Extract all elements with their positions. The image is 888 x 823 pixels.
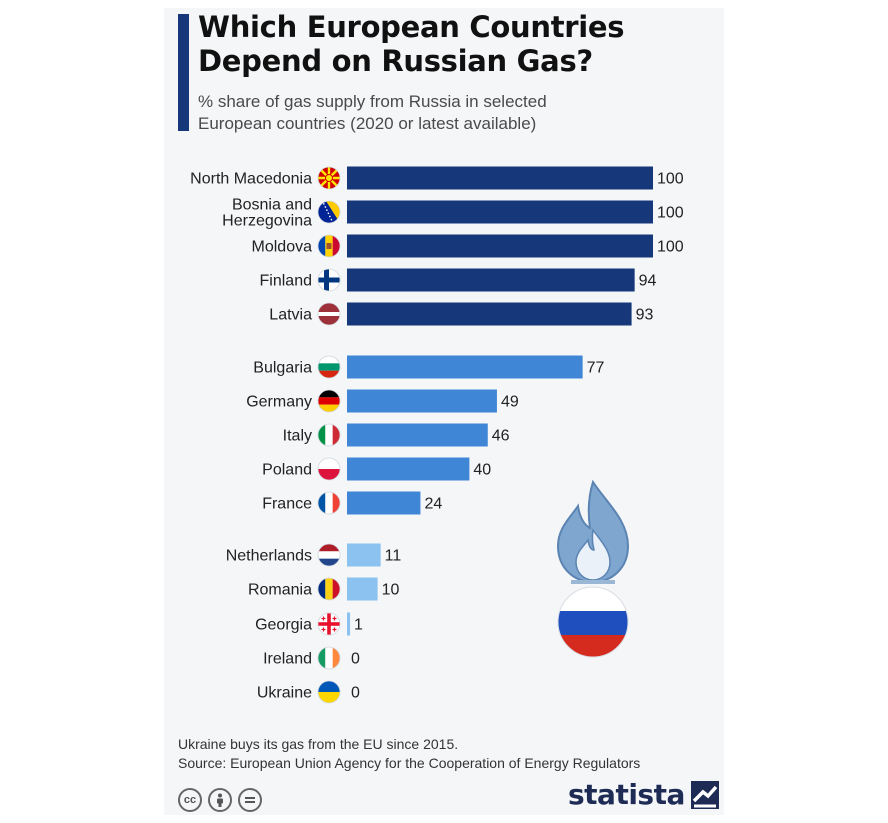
value-label: 77 (587, 360, 605, 377)
georgia-flag-icon (317, 612, 341, 636)
value-label: 24 (424, 496, 442, 513)
latvia-flag-icon (317, 302, 341, 326)
bar (347, 200, 653, 224)
brand-name: statista (568, 778, 685, 811)
bar (347, 491, 421, 515)
source-note: Source: European Union Agency for the Co… (178, 755, 641, 771)
bar (347, 234, 653, 258)
title-line-1: Which European Countries (198, 10, 625, 44)
value-label: 100 (657, 239, 684, 256)
category-label: Moldova (252, 239, 313, 256)
no-derivatives-icon[interactable] (238, 788, 262, 812)
title-line-2: Depend on Russian Gas? (198, 44, 593, 78)
bar (347, 268, 635, 292)
category-label: Ukraine (257, 685, 312, 702)
value-label: 1 (354, 617, 363, 634)
footnote: Ukraine buys its gas from the EU since 2… (178, 736, 459, 752)
bar (347, 302, 632, 326)
bar (347, 355, 583, 379)
bar (347, 457, 470, 481)
category-label: Bosnia and Herzegovina (222, 197, 312, 230)
value-label: 94 (639, 273, 657, 290)
value-label: 0 (351, 651, 360, 668)
poland-flag-icon (317, 457, 341, 481)
bar (347, 166, 653, 190)
netherlands-flag-icon (317, 543, 341, 567)
category-label: Finland (260, 273, 312, 290)
value-label: 93 (636, 307, 654, 324)
category-label: Georgia (255, 617, 312, 634)
bar (347, 612, 351, 636)
chart-subtitle: % share of gas supply from Russia in sel… (198, 91, 698, 135)
category-label: Italy (283, 428, 312, 445)
category-label: Romania (248, 582, 312, 599)
bulgaria-flag-icon (317, 355, 341, 379)
attribution-icon[interactable] (208, 788, 232, 812)
category-label: Netherlands (226, 548, 312, 565)
bosnia-flag-icon (317, 200, 341, 224)
value-label: 10 (382, 582, 400, 599)
value-label: 40 (473, 462, 491, 479)
chart-title: Which European Countries Depend on Russi… (198, 10, 718, 78)
value-label: 100 (657, 171, 684, 188)
bar (347, 543, 381, 567)
ukraine-flag-icon (317, 680, 341, 704)
category-label: Bulgaria (253, 360, 312, 377)
gas-flame-russia-flag-icon (556, 479, 630, 658)
category-label: Poland (262, 462, 312, 479)
value-label: 11 (385, 548, 402, 565)
category-label: Ireland (263, 651, 312, 668)
germany-flag-icon (317, 389, 341, 413)
romania-flag-icon (317, 577, 341, 601)
bar (347, 389, 497, 413)
subtitle-line-2: European countries (2020 or latest avail… (198, 114, 537, 133)
category-label: Germany (246, 394, 312, 411)
category-label: Latvia (269, 307, 312, 324)
moldova-flag-icon (317, 234, 341, 258)
italy-flag-icon (317, 423, 341, 447)
cc-icon[interactable]: cc (178, 788, 202, 812)
value-label: 46 (492, 428, 510, 445)
bar (347, 577, 378, 601)
value-label: 100 (657, 205, 684, 222)
ireland-flag-icon (317, 646, 341, 670)
title-accent-bar (178, 14, 189, 131)
category-label: France (262, 496, 312, 513)
finland-flag-icon (317, 268, 341, 292)
statista-logo-icon (690, 780, 719, 809)
license-icons: cc (178, 788, 262, 812)
subtitle-line-1: % share of gas supply from Russia in sel… (198, 92, 547, 111)
north-macedonia-flag-icon (317, 166, 341, 190)
france-flag-icon (317, 491, 341, 515)
category-label: North Macedonia (190, 171, 312, 188)
bar (347, 423, 488, 447)
value-label: 49 (501, 394, 519, 411)
value-label: 0 (351, 685, 360, 702)
statista-logo[interactable]: statista (568, 778, 719, 811)
